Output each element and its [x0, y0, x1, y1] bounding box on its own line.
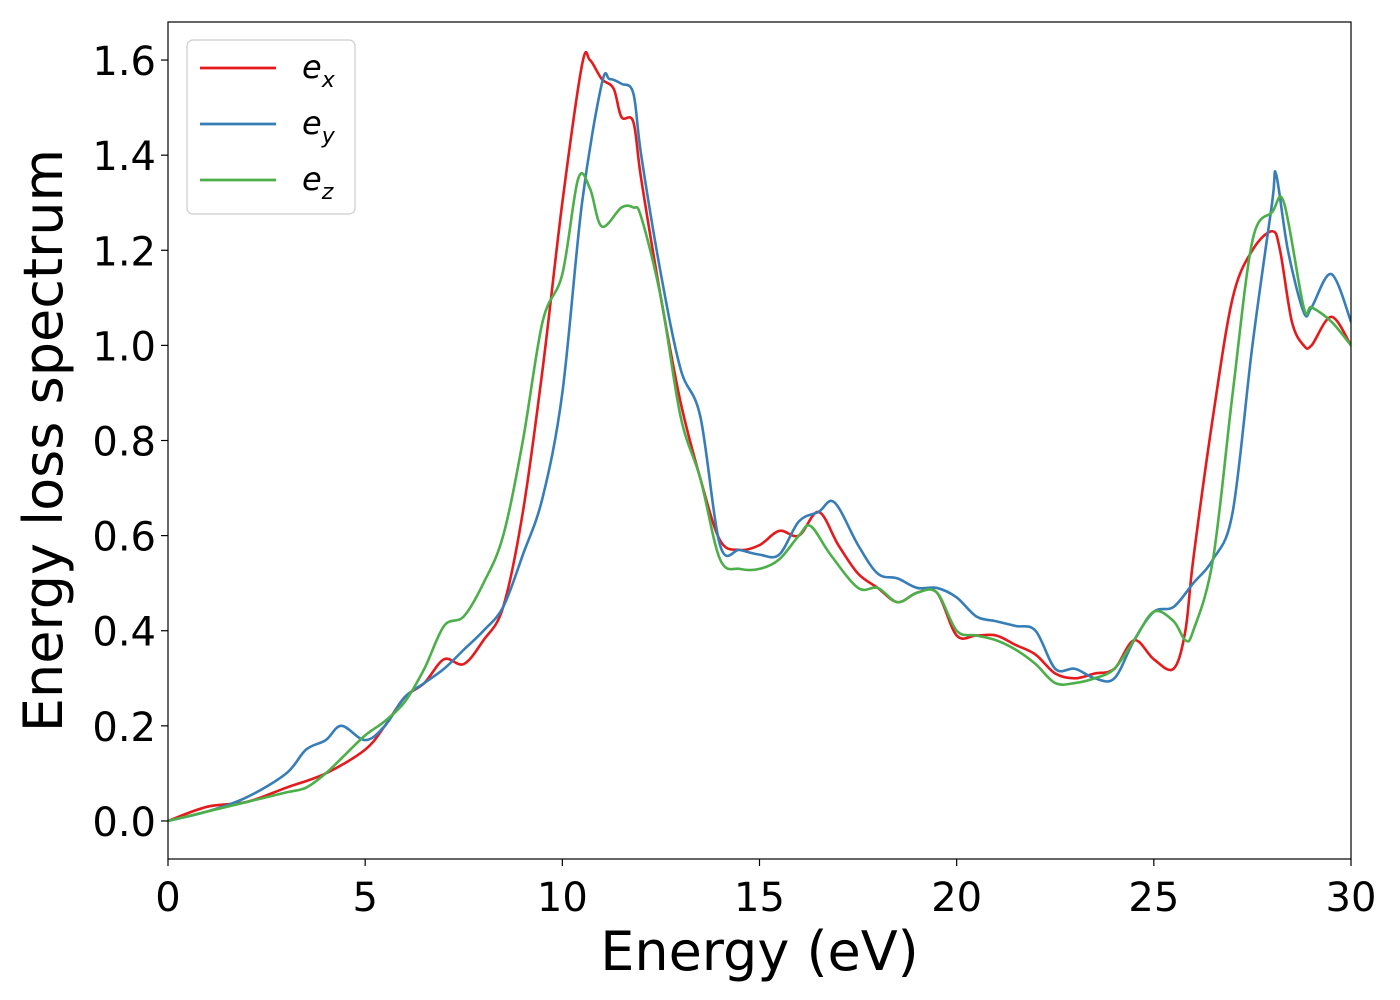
x-axis-ticks: 0 5 10 15 20 25 30	[155, 859, 1376, 921]
y-tick-label: 0.4	[92, 610, 156, 656]
series-line-e-y	[168, 71, 1351, 823]
legend-label-e-y: ey	[302, 104, 336, 149]
legend-label-e-z: ez	[302, 160, 334, 205]
y-axis-ticks: 0.0 0.2 0.4 0.6 0.8 1.0 1.2 1.4 1.6	[92, 39, 168, 846]
legend-label-subscript: x	[321, 68, 336, 93]
legend-box	[186, 39, 356, 215]
y-tick-label: 1.6	[92, 39, 156, 85]
y-tick-label: 1.4	[92, 134, 156, 180]
x-tick-label: 10	[537, 875, 588, 921]
x-tick-label: 20	[931, 875, 982, 921]
y-axis-title: Energy loss spectrum	[12, 149, 75, 732]
x-tick-label: 0	[155, 875, 180, 921]
legend-label-base: e	[302, 104, 322, 142]
y-tick-label: 0.8	[92, 420, 156, 466]
x-tick-label: 5	[352, 875, 377, 921]
legend-label-subscript: z	[321, 180, 334, 205]
x-tick-label: 30	[1326, 875, 1377, 921]
y-tick-label: 0.6	[92, 515, 156, 561]
series-line-e-x	[168, 50, 1351, 823]
series-line-e-z	[168, 171, 1351, 823]
legend-label-base: e	[302, 48, 322, 86]
legend-label-e-x: ex	[302, 48, 336, 93]
y-tick-label: 0.2	[92, 705, 156, 751]
x-tick-label: 25	[1128, 875, 1179, 921]
x-axis-title: Energy (eV)	[600, 920, 919, 983]
series-lines	[168, 50, 1351, 823]
legend-label-subscript: y	[321, 124, 336, 149]
y-tick-label: 1.0	[92, 324, 156, 370]
y-tick-label: 0.0	[92, 800, 156, 846]
legend-label-base: e	[302, 160, 322, 198]
y-tick-label: 1.2	[92, 229, 156, 275]
x-tick-label: 15	[734, 875, 785, 921]
